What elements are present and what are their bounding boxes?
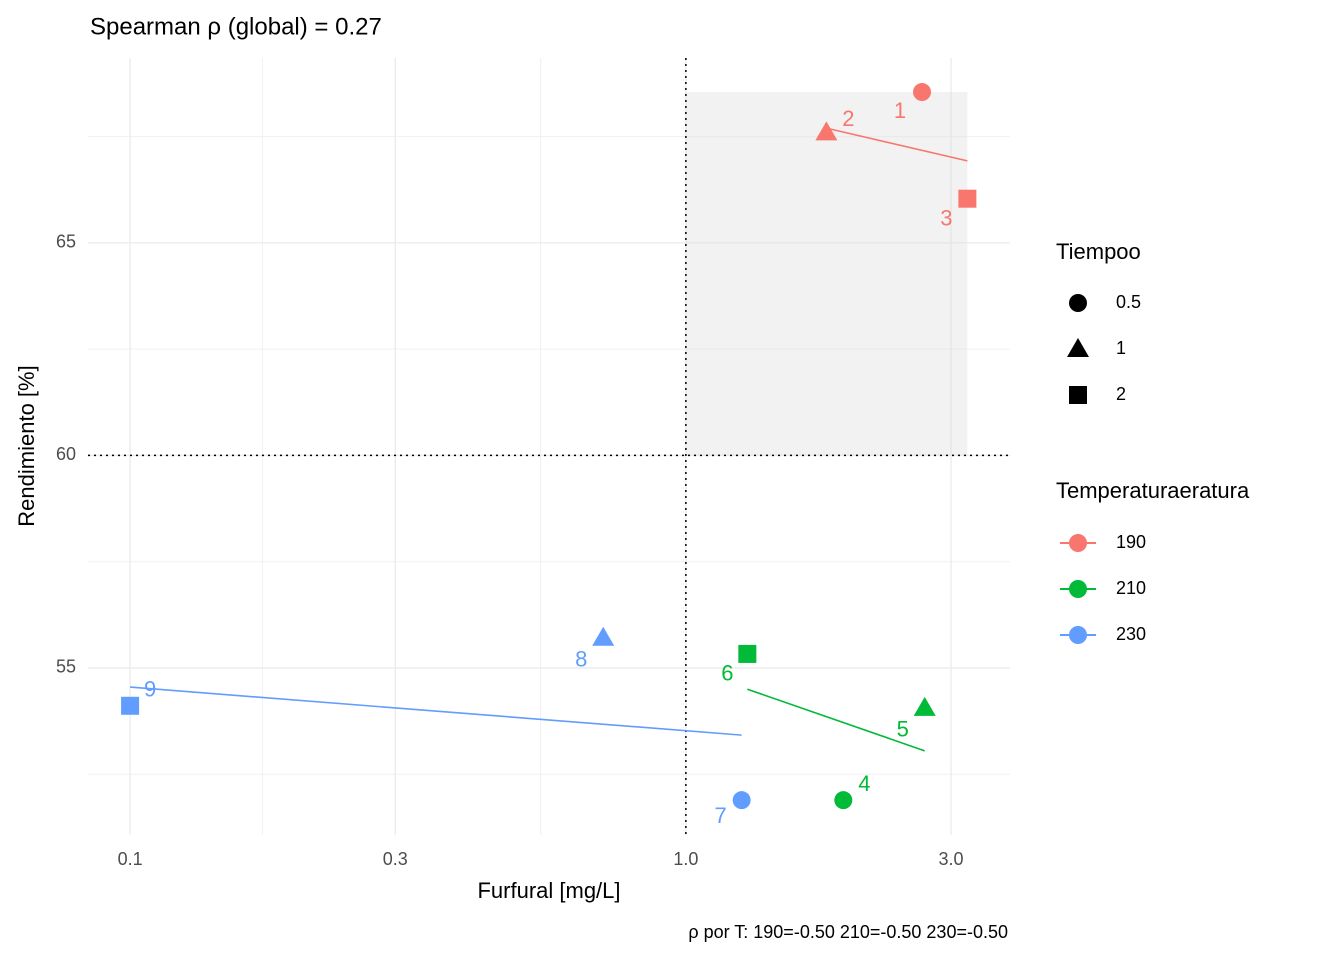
point-label: 5 [897,717,909,742]
point-label: 1 [894,98,906,123]
legend-symbol [1069,580,1087,598]
point [121,696,140,715]
y-tick-label: 65 [56,232,76,252]
point-label: 7 [715,803,727,828]
x-tick-label: 0.3 [383,849,408,869]
legend-label: 210 [1116,578,1146,598]
point [913,696,936,716]
point [592,626,615,646]
caption: ρ por T: 190=-0.50 210=-0.50 230=-0.50 [688,922,1008,942]
highlight-region [685,92,968,456]
y-tick-label: 60 [56,444,76,464]
point [834,791,853,810]
point-label: 9 [144,677,156,702]
x-tick-label: 1.0 [673,849,698,869]
point [732,791,751,810]
legend-label: 190 [1116,532,1146,552]
x-tick-label: 0.1 [118,849,143,869]
legend-title: Tiempoo [1056,239,1141,264]
point-label: 6 [721,661,733,686]
x-tick-label: 3.0 [939,849,964,869]
legend-symbol [1069,294,1087,312]
fit-line [826,127,968,162]
legend-label: 1 [1116,338,1126,358]
legend-symbol [1067,338,1089,357]
y-axis-label: Rendimiento [%] [14,365,39,526]
legend-label: 0.5 [1116,292,1141,312]
chart-title: Spearman ρ (global) = 0.27 [90,13,382,40]
x-axis-label: Furfural [mg/L] [477,878,620,903]
point [958,189,977,208]
point-label: 8 [575,647,587,672]
point-label: 3 [940,206,952,231]
point-label: 2 [842,106,854,131]
point-label: 4 [858,771,870,796]
point [913,83,932,102]
y-tick-label: 55 [56,657,76,677]
point [815,121,838,141]
legend-symbol [1069,534,1087,552]
legend-label: 2 [1116,384,1126,404]
point [738,644,757,663]
fit-line [747,688,925,752]
fit-line [130,686,742,736]
legend-symbol [1069,626,1087,644]
legend-label: 230 [1116,624,1146,644]
legend-symbol [1069,386,1087,404]
legend-title: Temperaturaeratura [1056,478,1250,503]
